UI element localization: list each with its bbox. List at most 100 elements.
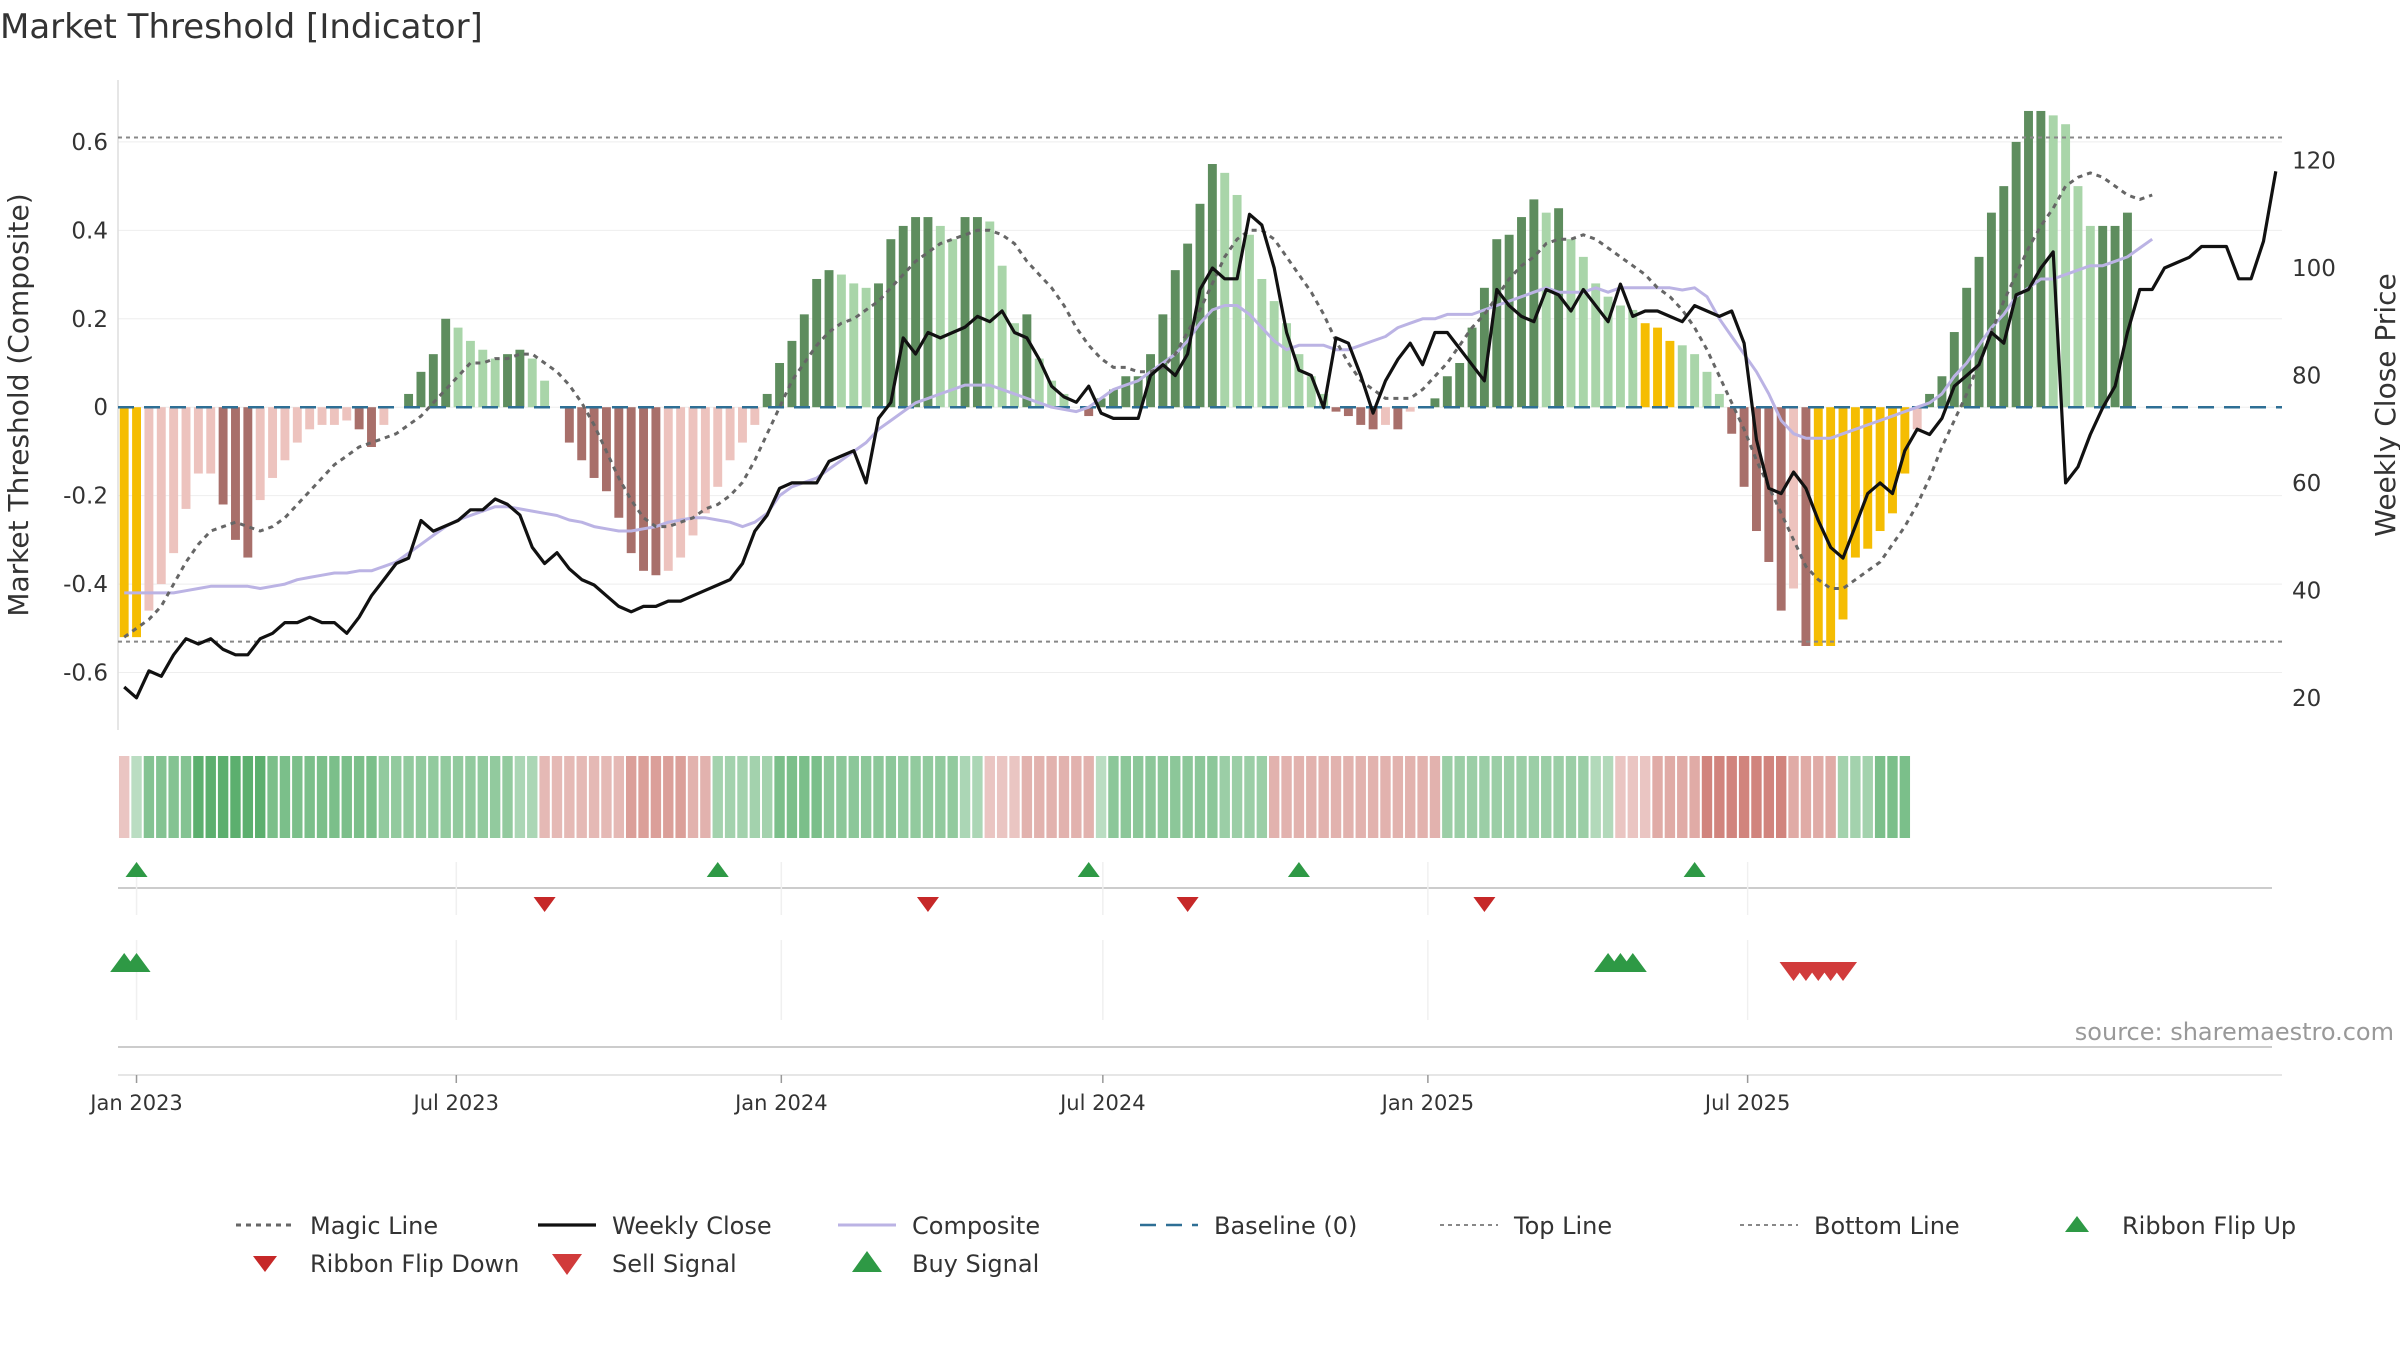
ribbon-cell [972, 756, 983, 838]
histogram-bar [342, 407, 352, 421]
ribbon-cell [465, 756, 476, 838]
histogram-bar [700, 407, 710, 514]
histogram-bar [1059, 393, 1069, 408]
ribbon-cell [1516, 756, 1527, 838]
ribbon-cell [539, 756, 550, 838]
histogram-bar [144, 407, 154, 611]
ribbon-cell [1541, 756, 1552, 838]
histogram-bar [1467, 327, 1477, 408]
histogram-bar [1356, 407, 1366, 425]
histogram-bar [1121, 376, 1131, 408]
ribbon-cell [947, 756, 958, 838]
histogram-bar [1640, 323, 1650, 408]
histogram-bar [1838, 407, 1848, 620]
ribbon-cell [1479, 756, 1490, 838]
x-tick-label: Jan 2023 [88, 1091, 183, 1115]
histogram-bar [1517, 217, 1526, 408]
ribbon-cell [440, 756, 451, 838]
ribbon-cell [1170, 756, 1181, 838]
ribbon-cell [1095, 756, 1107, 838]
histogram-bar [1863, 407, 1873, 549]
histogram-bar [1554, 208, 1564, 408]
ribbon-cell [799, 756, 810, 838]
ribbon-flip-up-marker [125, 862, 148, 877]
ribbon-cell [1355, 756, 1366, 838]
histogram-bar [614, 407, 624, 518]
y2-tick-label: 80 [2292, 363, 2321, 389]
ribbon-cell [638, 756, 649, 838]
y2-tick-label: 120 [2292, 149, 2336, 175]
ribbon-cell [1615, 756, 1626, 838]
histogram-bar [960, 217, 970, 408]
histogram-bar [1739, 407, 1749, 487]
histogram-bar [1343, 407, 1353, 417]
histogram-bar [1776, 407, 1786, 611]
ribbon-cell [1800, 756, 1812, 838]
legend-swatch-ribbon-flip-up [2065, 1216, 2089, 1232]
ribbon-cell [1677, 756, 1688, 838]
ribbon-cell [353, 756, 365, 838]
ribbon-cell [1182, 756, 1193, 838]
ribbon-cell [341, 756, 352, 838]
legend-label: Ribbon Flip Down [310, 1250, 519, 1278]
histogram-bar [367, 407, 376, 448]
histogram-bar [503, 354, 512, 408]
ribbon-cell [737, 756, 748, 838]
ribbon-cell [1207, 756, 1218, 838]
ribbon-flip-up-marker [1077, 862, 1100, 877]
histogram-bar [156, 407, 166, 585]
histogram-bar [639, 407, 648, 571]
y-tick-label: -0.2 [63, 484, 108, 510]
ribbon-cell [304, 756, 315, 838]
ribbon-cell [428, 756, 439, 838]
ribbon-cell [1405, 756, 1416, 838]
ribbon-cell [625, 756, 637, 838]
ribbon-cell [279, 756, 291, 838]
ribbon-cell [1553, 756, 1564, 838]
histogram-bar [725, 407, 735, 461]
histogram-bar [626, 407, 636, 554]
ribbon-cell [1306, 756, 1317, 838]
ribbon-flip-up-marker [706, 862, 729, 877]
histogram-bar [1220, 172, 1230, 408]
legend-label: Composite [912, 1212, 1040, 1240]
ribbon-cell [1132, 756, 1144, 838]
histogram-bar [428, 354, 438, 408]
ribbon-cell [1034, 756, 1045, 838]
ribbon-cell [366, 756, 377, 838]
histogram-bar [1430, 398, 1440, 408]
histogram-bar [1986, 212, 1996, 408]
buy-signal-marker [122, 953, 151, 972]
histogram-bar [305, 407, 315, 430]
ribbon-cell [700, 756, 711, 838]
ribbon-cell [403, 756, 414, 838]
legend-label: Sell Signal [612, 1250, 737, 1278]
histogram-bar [1529, 199, 1539, 408]
histogram-bar [948, 239, 958, 408]
histogram-bar [923, 217, 933, 408]
histogram-bar [1591, 283, 1601, 408]
ribbon-cell [415, 756, 427, 838]
ribbon-cell [180, 756, 192, 838]
histogram-bar [206, 407, 216, 474]
y-axis-label: Market Threshold (Composite) [2, 193, 35, 616]
x-tick-label: Jan 2024 [733, 1091, 828, 1115]
histogram-bar [1158, 314, 1168, 408]
ribbon-cell [1330, 756, 1342, 838]
ribbon-cell [724, 756, 736, 838]
ribbon-cell [156, 756, 167, 838]
ribbon-cell [935, 756, 946, 838]
histogram-bar [1034, 358, 1044, 408]
histogram-bar [1294, 354, 1304, 408]
legend-label: Ribbon Flip Up [2122, 1212, 2296, 1240]
ribbon-cell [786, 756, 798, 838]
legend-label: Weekly Close [612, 1212, 772, 1240]
legend-label: Magic Line [310, 1212, 438, 1240]
ribbon-cell [527, 756, 538, 838]
histogram-bar [1690, 354, 1700, 408]
ribbon-cell [1689, 756, 1700, 838]
legend-swatch-buy-signal [852, 1251, 882, 1272]
ribbon-cell [1108, 756, 1119, 838]
ribbon-flip-down-marker [1176, 897, 1199, 912]
y-tick-label: 0.6 [71, 130, 108, 156]
